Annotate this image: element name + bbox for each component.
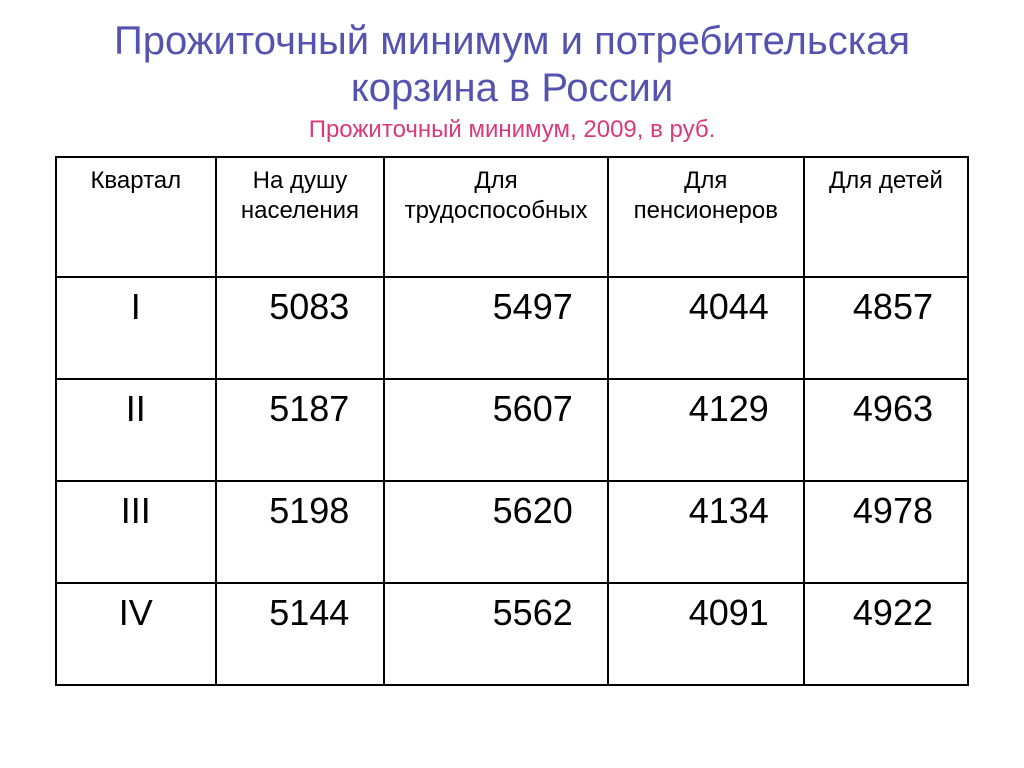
- cell-value: 5187: [216, 379, 385, 481]
- table-header-row: Квартал На душу населения Для трудоспосо…: [56, 157, 968, 277]
- cell-quarter: II: [56, 379, 216, 481]
- cell-value: 4978: [804, 481, 968, 583]
- cell-value: 5607: [384, 379, 607, 481]
- cell-value: 5198: [216, 481, 385, 583]
- cell-value: 5497: [384, 277, 607, 379]
- cell-value: 4129: [608, 379, 804, 481]
- col-header-per-capita: На душу населения: [216, 157, 385, 277]
- col-header-working: Для трудоспособных: [384, 157, 607, 277]
- table-row: IV 5144 5562 4091 4922: [56, 583, 968, 685]
- page-subtitle: Прожиточный минимум, 2009, в руб.: [55, 116, 969, 144]
- cell-quarter: IV: [56, 583, 216, 685]
- table-row: I 5083 5497 4044 4857: [56, 277, 968, 379]
- cell-value: 5620: [384, 481, 607, 583]
- cell-value: 4963: [804, 379, 968, 481]
- col-header-quarter: Квартал: [56, 157, 216, 277]
- cell-value: 5144: [216, 583, 385, 685]
- cell-value: 5562: [384, 583, 607, 685]
- cell-quarter: III: [56, 481, 216, 583]
- cell-value: 4134: [608, 481, 804, 583]
- cell-quarter: I: [56, 277, 216, 379]
- data-table: Квартал На душу населения Для трудоспосо…: [55, 156, 969, 686]
- cell-value: 4044: [608, 277, 804, 379]
- page-title: Прожиточный минимум и потребительская ко…: [55, 18, 969, 112]
- col-header-children: Для детей: [804, 157, 968, 277]
- cell-value: 5083: [216, 277, 385, 379]
- slide-container: Прожиточный минимум и потребительская ко…: [0, 0, 1024, 768]
- table-row: II 5187 5607 4129 4963: [56, 379, 968, 481]
- cell-value: 4922: [804, 583, 968, 685]
- cell-value: 4857: [804, 277, 968, 379]
- col-header-pensioners: Для пенсионеров: [608, 157, 804, 277]
- table-row: III 5198 5620 4134 4978: [56, 481, 968, 583]
- cell-value: 4091: [608, 583, 804, 685]
